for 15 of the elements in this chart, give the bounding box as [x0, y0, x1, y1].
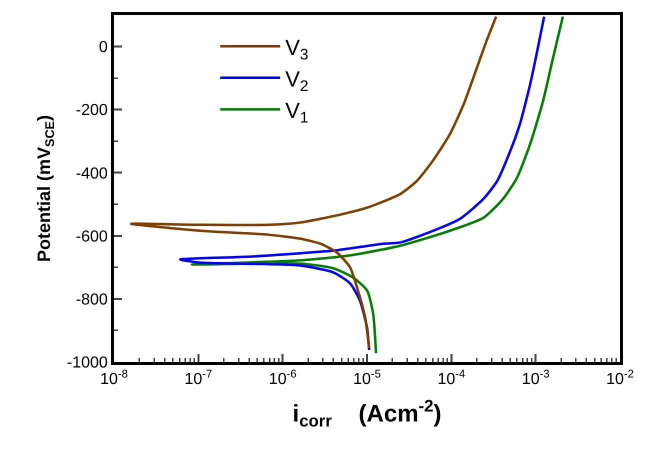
y-tick-label: -200: [76, 102, 108, 120]
text: i$_{corr}$ (Acm$^{-2}$): [292, 396, 442, 431]
y-tick-label: -800: [76, 292, 108, 309]
x-tick-label: 10$^{-4}$: [437, 368, 466, 388]
y-tick-label: -600: [76, 228, 108, 246]
x-tick-label: 10$^{-7}$: [184, 368, 212, 388]
x-tick-label: 10$^{-6}$: [268, 368, 297, 388]
y-tick-label: 0: [98, 39, 108, 56]
x-tick-label: 10$^{-5}$: [353, 368, 381, 388]
legend-label: V$_{3}$: [285, 34, 308, 64]
legend-label: V$_{2}$: [285, 66, 308, 96]
x-tick-label: 10$^{-2}$: [606, 368, 634, 388]
x-tick-label: 10$^{-3}$: [522, 368, 550, 388]
y-tick-label: -400: [76, 165, 108, 182]
legend-label: V$_{1}$: [285, 98, 308, 127]
